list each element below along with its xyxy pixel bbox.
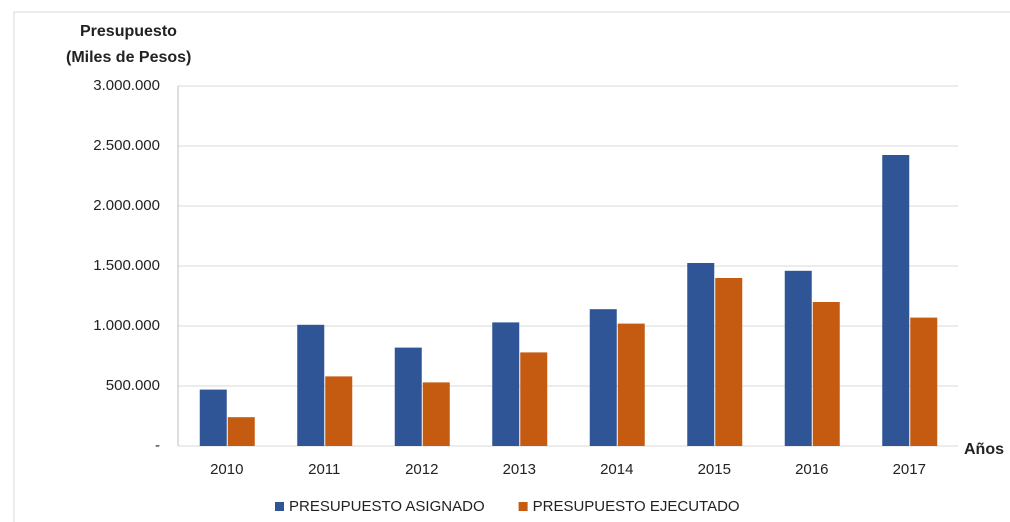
chart-frame <box>13 11 1010 522</box>
bar <box>784 270 812 446</box>
bar <box>325 376 353 446</box>
y-tick-label: 3.000.000 <box>93 77 160 94</box>
x-tick-label: 2016 <box>795 461 828 478</box>
legend-swatch <box>275 502 284 511</box>
bar <box>297 324 325 446</box>
x-axis-title: Años <box>964 441 1004 458</box>
legend-swatch <box>518 502 528 511</box>
x-tick-label: 2011 <box>308 461 340 478</box>
bar <box>910 317 938 446</box>
bar <box>617 323 645 446</box>
bar <box>492 322 520 446</box>
y-tick-label: - <box>155 437 160 454</box>
bar <box>812 302 840 446</box>
x-tick-label: 2012 <box>405 461 438 478</box>
y-tick-label: 500.000 <box>106 377 160 394</box>
y-tick-label: 1.500.000 <box>93 257 160 274</box>
x-tick-label: 2010 <box>210 461 243 478</box>
y-axis-title: (Miles de Pesos) <box>66 49 191 66</box>
legend-label: PRESUPUESTO ASIGNADO <box>289 498 485 515</box>
y-tick-label: 1.000.000 <box>93 317 160 334</box>
x-tick-label: 2015 <box>698 461 731 478</box>
y-tick-label: 2.500.000 <box>93 137 160 154</box>
x-tick-label: 2017 <box>893 461 926 478</box>
bar <box>520 352 548 446</box>
y-tick-label: 2.000.000 <box>93 197 160 214</box>
x-tick-label: 2014 <box>600 461 633 478</box>
legend-label: PRESUPUESTO EJECUTADO <box>533 498 740 515</box>
bar <box>715 278 743 446</box>
bar <box>227 417 255 446</box>
x-tick-label: 2013 <box>503 461 536 478</box>
bar <box>589 309 617 446</box>
bar <box>199 389 227 446</box>
bar <box>687 263 715 446</box>
bar <box>882 155 910 446</box>
bar <box>422 382 450 446</box>
bar <box>394 347 422 446</box>
y-axis-title: Presupuesto <box>80 23 177 40</box>
